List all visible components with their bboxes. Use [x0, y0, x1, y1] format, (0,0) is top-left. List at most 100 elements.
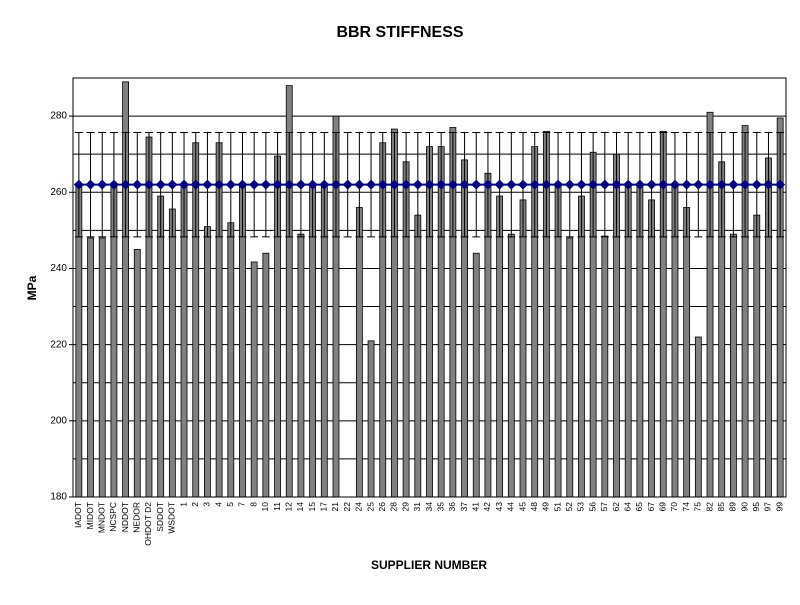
marker [588, 179, 599, 190]
marker [775, 179, 786, 190]
x-tick-label: 2 [190, 502, 200, 507]
x-tick-label: 56 [587, 502, 597, 512]
y-tick-label: 180 [50, 492, 67, 503]
bar [601, 235, 609, 498]
marker [529, 179, 540, 190]
bar [367, 340, 375, 498]
bar [87, 237, 94, 498]
marker [366, 179, 377, 190]
marker [330, 179, 341, 190]
marker [471, 179, 482, 190]
bar [227, 222, 235, 498]
marker [681, 179, 692, 190]
x-tick-label: 67 [646, 502, 656, 512]
marker [740, 179, 751, 190]
marker [73, 179, 84, 190]
x-tick-label: 31 [412, 502, 422, 512]
y-tick-label: 220 [50, 339, 67, 350]
x-tick-label: 85 [716, 502, 726, 512]
marker [389, 179, 400, 190]
marker [564, 179, 575, 190]
bar [157, 195, 165, 498]
marker [108, 179, 119, 190]
x-tick-label: 29 [400, 502, 410, 512]
x-tick-label: SDDOT [155, 502, 165, 532]
marker [705, 179, 716, 190]
x-tick-label: 89 [728, 502, 738, 512]
bar [414, 214, 422, 498]
bar [566, 237, 574, 498]
bar [355, 207, 363, 498]
x-tick-label: 34 [424, 502, 434, 512]
x-tick-label: 37 [459, 502, 469, 512]
x-tick-label: 17 [319, 502, 329, 512]
bar [133, 249, 141, 498]
marker [190, 179, 201, 190]
marker [97, 179, 108, 190]
chart-title: BBR STIFFNESS [336, 24, 463, 41]
x-tick-label: 4 [213, 502, 223, 507]
marker [295, 179, 306, 190]
x-tick-label: 7 [237, 502, 247, 507]
marker [225, 179, 236, 190]
x-tick-label: 69 [658, 502, 668, 512]
x-tick-label: MNDOT [96, 502, 106, 533]
x-tick-label: 22 [342, 502, 352, 512]
marker [424, 179, 435, 190]
x-tick-label: NEDOR [132, 502, 142, 533]
bar [753, 214, 761, 498]
y-axis-label: MPa [25, 275, 39, 300]
x-tick-label: MIDOT [85, 502, 95, 529]
x-tick-label: 97 [763, 502, 773, 512]
bar [648, 199, 655, 498]
y-tick-label: 280 [50, 111, 67, 122]
x-tick-label: 43 [494, 502, 504, 512]
x-tick-label: 51 [552, 502, 562, 512]
x-tick-label: 15 [307, 502, 317, 512]
x-tick-label: 3 [202, 502, 212, 507]
marker [377, 179, 388, 190]
x-tick-label: WSDOT [167, 502, 177, 534]
marker [342, 179, 353, 190]
marker [284, 179, 295, 190]
bar [496, 195, 504, 498]
x-tick-label: 57 [599, 502, 609, 512]
marker [354, 179, 365, 190]
marker [494, 179, 505, 190]
marker [249, 179, 260, 190]
x-tick-label: 42 [482, 502, 492, 512]
marker [576, 179, 587, 190]
x-tick-label: 90 [739, 502, 749, 512]
marker [179, 179, 190, 190]
marker [167, 179, 178, 190]
x-tick-label: 35 [435, 502, 445, 512]
marker [85, 179, 96, 190]
x-tick-label: 11 [272, 502, 282, 511]
plot-border [72, 77, 787, 498]
marker [599, 179, 610, 190]
marker [728, 179, 739, 190]
x-tick-label: 44 [506, 502, 516, 512]
x-tick-label: 49 [541, 502, 551, 512]
x-tick-label: 95 [751, 502, 761, 512]
bar [578, 195, 585, 498]
x-tick-label: 82 [704, 502, 714, 512]
x-tick-label: 99 [774, 502, 784, 512]
marker [553, 179, 564, 190]
marker [436, 179, 447, 190]
x-tick-label: 24 [354, 502, 364, 512]
marker [611, 179, 622, 190]
x-tick-label: 74 [681, 502, 691, 512]
marker [143, 179, 154, 190]
marker [646, 179, 657, 190]
x-tick-label: 8 [248, 502, 258, 507]
bar [297, 233, 305, 498]
marker [401, 179, 412, 190]
x-tick-label: 14 [295, 502, 305, 512]
bar [250, 261, 258, 498]
marker [260, 179, 271, 190]
x-tick-label: 12 [283, 502, 293, 512]
bar [98, 237, 106, 498]
x-axis-label: SUPPLIER NUMBER [371, 558, 487, 572]
